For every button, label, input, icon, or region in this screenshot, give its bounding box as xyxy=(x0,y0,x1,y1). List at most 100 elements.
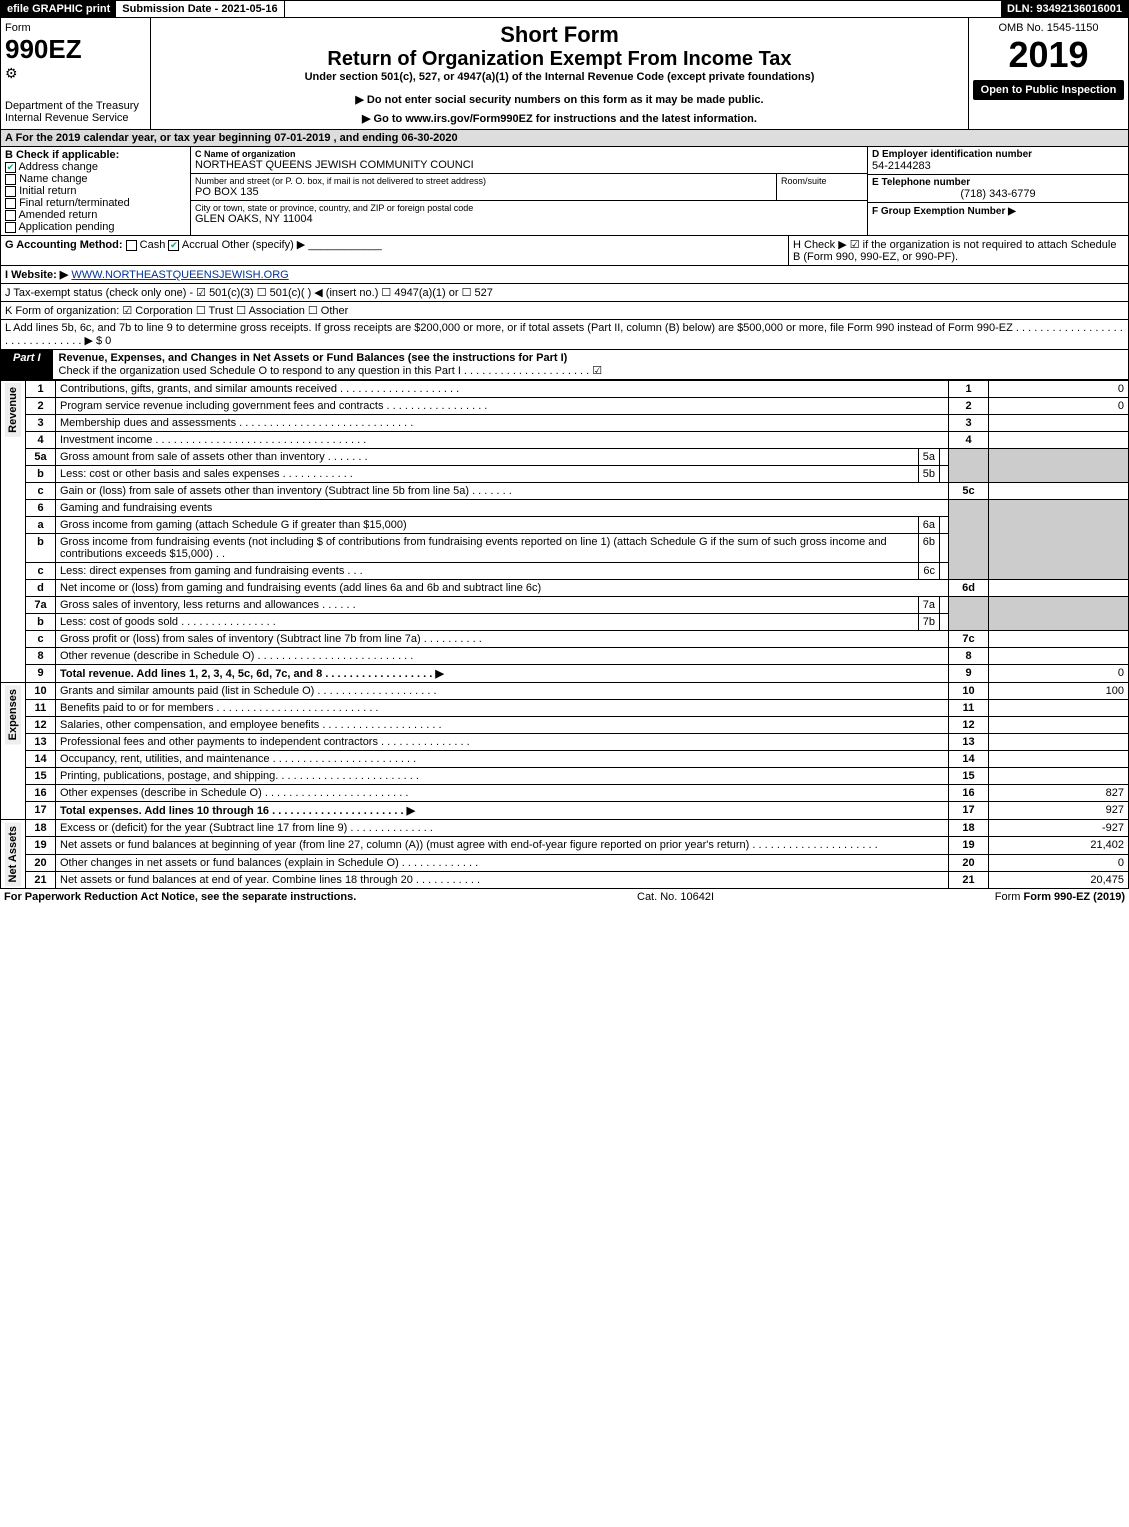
line-17-desc: Total expenses. Add lines 10 through 16 … xyxy=(56,802,949,820)
ssn-warning: ▶ Do not enter social security numbers o… xyxy=(159,93,960,106)
line-19-amount: 21,402 xyxy=(989,837,1129,854)
line-5b-sub xyxy=(939,466,948,482)
line-14-desc: Occupancy, rent, utilities, and maintena… xyxy=(56,751,949,768)
dept-treasury: Department of the Treasury xyxy=(5,100,146,112)
line-1-desc: Contributions, gifts, grants, and simila… xyxy=(56,381,949,398)
telephone: (718) 343-6779 xyxy=(872,188,1124,200)
check-final-return[interactable]: Final return/terminated xyxy=(5,197,186,209)
line-7b-desc: Less: cost of goods sold . . . . . . . .… xyxy=(56,614,918,630)
short-form-title: Short Form xyxy=(159,22,960,48)
accounting-cash[interactable]: Cash xyxy=(140,239,166,251)
return-title: Return of Organization Exempt From Incom… xyxy=(159,48,960,71)
line-5c-desc: Gain or (loss) from sale of assets other… xyxy=(56,483,949,500)
website-row: I Website: ▶ WWW.NORTHEASTQUEENSJEWISH.O… xyxy=(0,266,1129,284)
line-3-desc: Membership dues and assessments . . . . … xyxy=(56,415,949,432)
line-20-desc: Other changes in net assets or fund bala… xyxy=(56,854,949,871)
form-word: Form xyxy=(5,22,146,34)
form-number: 990EZ xyxy=(5,34,146,65)
part-1-title: Revenue, Expenses, and Changes in Net As… xyxy=(59,352,568,364)
form-header: Form 990EZ ⚙ Department of the Treasury … xyxy=(0,18,1129,130)
form-ref: Form Form 990-EZ (2019) xyxy=(995,891,1125,903)
open-to-public: Open to Public Inspection xyxy=(973,80,1124,100)
part-1-header: Part I Revenue, Expenses, and Changes in… xyxy=(0,350,1129,380)
line-19-desc: Net assets or fund balances at beginning… xyxy=(56,837,949,854)
website-link[interactable]: WWW.NORTHEASTQUEENSJEWISH.ORG xyxy=(71,269,288,281)
line-6c-desc: Less: direct expenses from gaming and fu… xyxy=(56,563,918,579)
line-6c-sub xyxy=(939,563,948,579)
goto-link[interactable]: ▶ Go to www.irs.gov/Form990EZ for instru… xyxy=(159,112,960,125)
accounting-other[interactable]: Other (specify) ▶ xyxy=(222,239,306,251)
line-5a-desc: Gross amount from sale of assets other t… xyxy=(56,449,918,465)
check-address-change[interactable]: Address change xyxy=(5,161,186,173)
box-c-name-label: C Name of organization xyxy=(195,149,863,159)
line-5a-sub xyxy=(939,449,948,465)
line-6a-sub xyxy=(939,517,948,533)
check-application-pending[interactable]: Application pending xyxy=(5,221,186,233)
line-7c-desc: Gross profit or (loss) from sales of inv… xyxy=(56,631,949,648)
netassets-section-label: Net Assets xyxy=(5,822,21,886)
expenses-section-label: Expenses xyxy=(5,685,21,744)
line-9-amount: 0 xyxy=(989,665,1129,683)
line-6d-amount xyxy=(989,580,1129,597)
line-9-desc: Total revenue. Add lines 1, 2, 3, 4, 5c,… xyxy=(56,665,949,683)
box-g-label: G Accounting Method: xyxy=(5,239,123,251)
line-6d-desc: Net income or (loss) from gaming and fun… xyxy=(56,580,949,597)
tax-exempt-status: J Tax-exempt status (check only one) - ☑… xyxy=(0,284,1129,302)
city-state-zip: GLEN OAKS, NY 11004 xyxy=(195,213,863,225)
line-10-amount: 100 xyxy=(989,683,1129,700)
line-1-amount: 0 xyxy=(989,381,1129,398)
street-address: PO BOX 135 xyxy=(195,186,772,198)
street-label: Number and street (or P. O. box, if mail… xyxy=(195,176,772,186)
line-6a-desc: Gross income from gaming (attach Schedul… xyxy=(56,517,918,533)
efile-graphic-print[interactable]: efile GRAPHIC print xyxy=(1,1,116,17)
line-13-amount xyxy=(989,734,1129,751)
accounting-accrual[interactable]: Accrual xyxy=(182,239,219,251)
box-e-label: E Telephone number xyxy=(872,177,1124,188)
line-15-desc: Printing, publications, postage, and shi… xyxy=(56,768,949,785)
part-1-check: Check if the organization used Schedule … xyxy=(59,365,603,377)
city-label: City or town, state or province, country… xyxy=(195,203,863,213)
part-1-table: Revenue 1Contributions, gifts, grants, a… xyxy=(0,380,1129,889)
line-10-desc: Grants and similar amounts paid (list in… xyxy=(56,683,949,700)
line-16-desc: Other expenses (describe in Schedule O) … xyxy=(56,785,949,802)
line-2-desc: Program service revenue including govern… xyxy=(56,398,949,415)
line-16-amount: 827 xyxy=(989,785,1129,802)
check-name-change[interactable]: Name change xyxy=(5,173,186,185)
irs-label: Internal Revenue Service xyxy=(5,112,146,124)
line-12-amount xyxy=(989,717,1129,734)
box-b-label: B Check if applicable: xyxy=(5,149,186,161)
entity-info-grid: B Check if applicable: Address change Na… xyxy=(0,147,1129,236)
line-3-amount xyxy=(989,415,1129,432)
dln: DLN: 93492136016001 xyxy=(1001,1,1128,17)
box-h: H Check ▶ ☑ if the organization is not r… xyxy=(788,236,1128,265)
line-21-desc: Net assets or fund balances at end of ye… xyxy=(56,872,949,889)
line-5b-desc: Less: cost or other basis and sales expe… xyxy=(56,466,918,482)
line-11-desc: Benefits paid to or for members . . . . … xyxy=(56,700,949,717)
line-8-amount xyxy=(989,648,1129,665)
line-4-amount xyxy=(989,432,1129,449)
line-4-desc: Investment income . . . . . . . . . . . … xyxy=(56,432,949,449)
tax-period: A For the 2019 calendar year, or tax yea… xyxy=(0,130,1129,147)
line-7c-amount xyxy=(989,631,1129,648)
line-7a-sub xyxy=(939,597,948,613)
line-18-desc: Excess or (deficit) for the year (Subtra… xyxy=(56,820,949,837)
line-6b-sub xyxy=(939,534,948,562)
part-1-tab: Part I xyxy=(1,350,53,379)
tax-year: 2019 xyxy=(973,34,1124,76)
line-6-desc: Gaming and fundraising events xyxy=(56,500,949,517)
line-2-amount: 0 xyxy=(989,398,1129,415)
line-7a-desc: Gross sales of inventory, less returns a… xyxy=(56,597,918,613)
line-8-desc: Other revenue (describe in Schedule O) .… xyxy=(56,648,949,665)
line-13-desc: Professional fees and other payments to … xyxy=(56,734,949,751)
box-f-label: F Group Exemption Number ▶ xyxy=(872,206,1016,217)
room-suite-label: Room/suite xyxy=(777,174,867,200)
line-15-amount xyxy=(989,768,1129,785)
topbar: efile GRAPHIC print Submission Date - 20… xyxy=(0,0,1129,18)
check-initial-return[interactable]: Initial return xyxy=(5,185,186,197)
line-11-amount xyxy=(989,700,1129,717)
line-7b-sub xyxy=(939,614,948,630)
box-d-label: D Employer identification number xyxy=(872,149,1124,160)
accounting-row: G Accounting Method: Cash Accrual Other … xyxy=(0,236,1129,266)
subtitle: Under section 501(c), 527, or 4947(a)(1)… xyxy=(159,71,960,83)
check-amended-return[interactable]: Amended return xyxy=(5,209,186,221)
